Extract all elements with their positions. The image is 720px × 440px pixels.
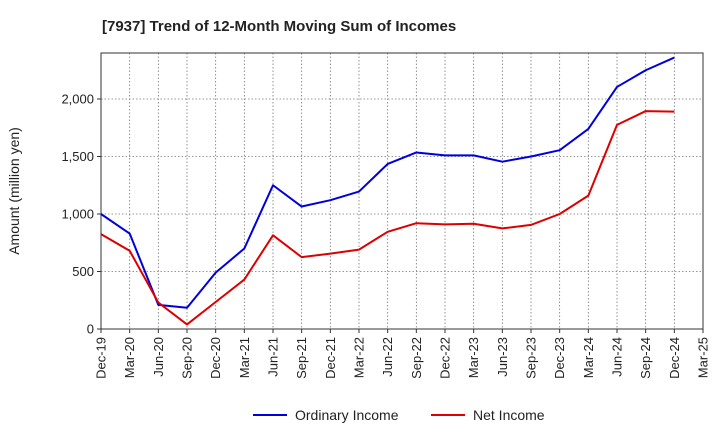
y-tick-label: 1,500 xyxy=(61,149,94,164)
x-tick-label: Mar-21 xyxy=(237,337,252,378)
x-tick-label: Mar-22 xyxy=(352,337,367,378)
x-tick-label: Dec-24 xyxy=(667,337,682,379)
x-tick-label: Jun-22 xyxy=(380,337,395,377)
x-tick-label: Jun-21 xyxy=(266,337,281,377)
x-tick-label: Mar-25 xyxy=(696,337,711,378)
grid xyxy=(101,53,703,329)
y-tick-label: 2,000 xyxy=(61,92,94,107)
series-line-ordinary-income xyxy=(100,56,675,309)
y-tick-label: 0 xyxy=(87,322,94,337)
x-tick-label: Mar-24 xyxy=(581,337,596,378)
x-tick-label: Mar-20 xyxy=(122,337,137,378)
y-tick-label: 500 xyxy=(72,264,94,279)
chart-title: [7937] Trend of 12-Month Moving Sum of I… xyxy=(102,18,456,35)
y-tick-label: 1,000 xyxy=(61,207,94,222)
x-tick-label: Sep-20 xyxy=(180,337,195,379)
plot-frame xyxy=(100,52,704,330)
x-axis: Dec-19 Mar-20 Jun-20 Sep-20 Dec-20 Mar-21 Jun-… xyxy=(94,329,711,379)
x-tick-label: Dec-20 xyxy=(208,337,223,379)
series-line-net-income xyxy=(100,110,675,326)
x-tick-label: Dec-22 xyxy=(438,337,453,379)
legend-label-net-income: Net Income xyxy=(473,407,545,423)
x-tick-label: Jun-20 xyxy=(151,337,166,377)
x-tick-label: Dec-23 xyxy=(552,337,567,379)
x-tick-label: Sep-22 xyxy=(409,337,424,379)
x-tick-label: Sep-21 xyxy=(294,337,309,379)
legend-label-ordinary-income: Ordinary Income xyxy=(295,407,399,423)
x-tick-label: Dec-21 xyxy=(323,337,338,379)
y-axis: 0 500 1,000 1,500 2,000 xyxy=(61,92,101,337)
x-tick-label: Jun-23 xyxy=(495,337,510,377)
series-lines xyxy=(100,56,675,326)
y-axis-label: Amount (million yen) xyxy=(6,127,22,255)
x-tick-label: Sep-23 xyxy=(524,337,539,379)
x-tick-label: Mar-23 xyxy=(466,337,481,378)
x-tick-label: Sep-24 xyxy=(638,337,653,379)
x-tick-label: Jun-24 xyxy=(610,337,625,377)
x-tick-label: Dec-19 xyxy=(94,337,109,379)
legend: Ordinary Income Net Income xyxy=(253,407,545,423)
